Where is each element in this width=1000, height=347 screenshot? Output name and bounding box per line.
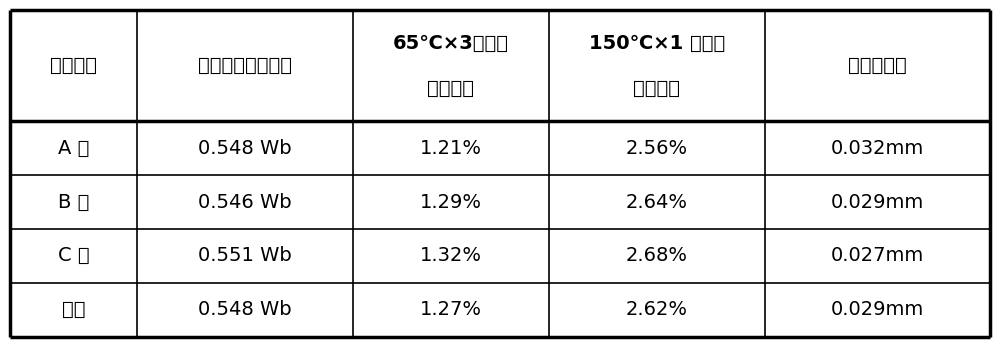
Text: 0.032mm: 0.032mm <box>831 139 924 158</box>
Text: B 组: B 组 <box>58 193 89 212</box>
Text: 减损失率: 减损失率 <box>427 78 474 98</box>
Text: 2.62%: 2.62% <box>626 300 688 319</box>
Text: 狗骨效应值: 狗骨效应值 <box>848 56 907 75</box>
Text: 0.027mm: 0.027mm <box>831 246 924 265</box>
Text: 65℃×3小时衰: 65℃×3小时衰 <box>393 34 509 53</box>
Text: 1.32%: 1.32% <box>420 246 482 265</box>
Text: C 组: C 组 <box>58 246 90 265</box>
Text: 试验组次: 试验组次 <box>50 56 97 75</box>
Text: 150℃×1 小时老: 150℃×1 小时老 <box>589 34 725 53</box>
Text: 1.21%: 1.21% <box>420 139 482 158</box>
Text: 0.546 Wb: 0.546 Wb <box>198 193 292 212</box>
Text: 均值: 均值 <box>62 300 85 319</box>
Text: 2.56%: 2.56% <box>626 139 688 158</box>
Text: A 组: A 组 <box>58 139 89 158</box>
Text: 2.64%: 2.64% <box>626 193 688 212</box>
Text: 0.551 Wb: 0.551 Wb <box>198 246 292 265</box>
Text: 0.029mm: 0.029mm <box>831 300 924 319</box>
Text: 1.29%: 1.29% <box>420 193 482 212</box>
Text: 0.029mm: 0.029mm <box>831 193 924 212</box>
Text: 镀后双极充磁通值: 镀后双极充磁通值 <box>198 56 292 75</box>
Text: 0.548 Wb: 0.548 Wb <box>198 300 292 319</box>
Text: 0.548 Wb: 0.548 Wb <box>198 139 292 158</box>
Text: 2.68%: 2.68% <box>626 246 688 265</box>
Text: 化损失率: 化损失率 <box>633 78 680 98</box>
Text: 1.27%: 1.27% <box>420 300 482 319</box>
